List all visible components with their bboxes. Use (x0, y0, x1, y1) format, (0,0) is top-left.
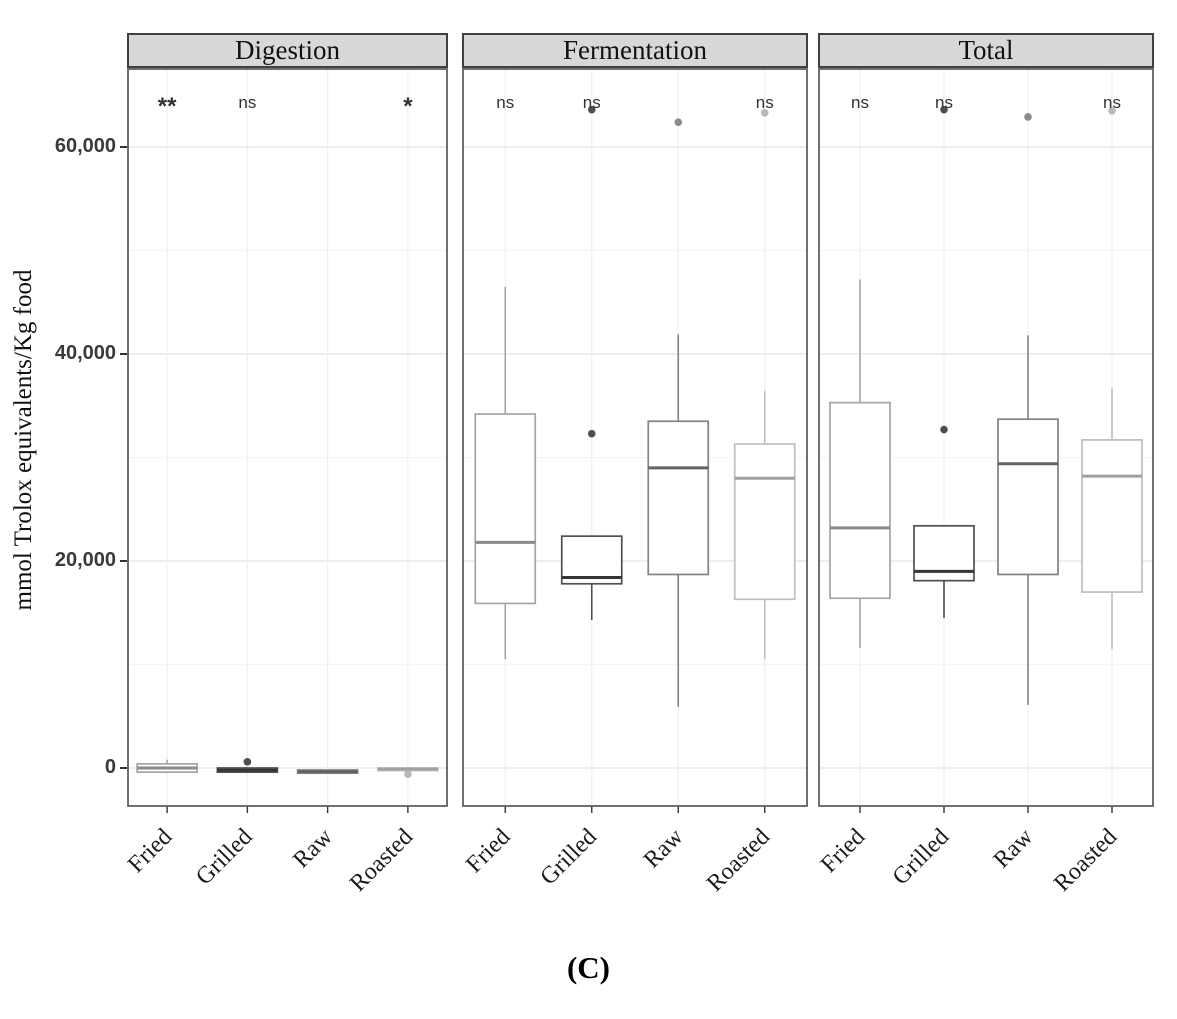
outlier-point (760, 109, 769, 117)
panel-plot-digestion: Fried ** Grilled ns Raw Roasted * (127, 68, 448, 897)
significance-label: ns (935, 93, 953, 112)
y-tick-label: 20,000 (54, 549, 116, 571)
box-rect (829, 401, 891, 600)
x-axis-label: Raw (989, 823, 1039, 873)
y-tick-mark (120, 353, 127, 355)
panel-strip-total: Total (818, 33, 1154, 68)
box-rect (560, 535, 623, 585)
significance-label: ** (158, 93, 177, 120)
significance-label: ns (756, 93, 774, 112)
box-rect (1081, 439, 1143, 593)
outlier-point (243, 757, 252, 766)
outlier-point (940, 105, 948, 114)
x-axis-label: Roasted (345, 824, 418, 897)
x-axis-label: Grilled (191, 824, 257, 890)
outlier-point (940, 425, 948, 434)
y-tick-label: 40,000 (54, 342, 116, 364)
x-axis-label: Roasted (702, 824, 775, 897)
figure-caption: (C) (566, 950, 611, 985)
outlier-point (587, 429, 596, 438)
significance-label: ns (1103, 93, 1121, 112)
box-rect (733, 443, 796, 601)
significance-label: * (403, 93, 413, 120)
x-axis-label: Grilled (888, 824, 954, 890)
box-rect (474, 413, 537, 605)
panel-background (128, 69, 447, 806)
x-axis-label: Fried (462, 824, 515, 878)
significance-label: ns (851, 93, 869, 112)
outlier-point (587, 105, 596, 114)
x-axis-label: Fried (127, 824, 177, 878)
outlier-point (404, 770, 412, 779)
significance-label: ns (238, 93, 256, 112)
x-axis-label: Roasted (1049, 824, 1122, 897)
significance-label: ns (496, 93, 514, 112)
y-tick-label: 0 (104, 756, 116, 778)
box-rect (997, 418, 1059, 576)
outlier-point (1108, 106, 1116, 115)
panel-strip-digestion: Digestion (127, 33, 448, 68)
box-rect (647, 420, 710, 576)
outlier-point (674, 118, 683, 126)
x-axis-label: Fried (818, 824, 870, 878)
panel-strip-fermentation: Fermentation (462, 33, 808, 68)
x-axis-label: Raw (288, 823, 338, 873)
y-tick-label: 60,000 (54, 135, 116, 157)
panel-border (818, 68, 1154, 807)
y-tick-mark (120, 767, 127, 769)
panel-border (127, 68, 448, 807)
x-axis-label: Raw (639, 823, 689, 873)
y-tick-mark (120, 560, 127, 562)
panel-plot-total: Fried ns Grilled ns Raw Roasted ns (818, 68, 1154, 897)
panel-border (462, 68, 808, 807)
y-tick-mark (120, 146, 127, 148)
panel-plot-fermentation: Fried ns Grilled ns Raw Roasted ns (462, 68, 808, 897)
significance-label: ns (583, 93, 601, 112)
x-axis-label: Grilled (536, 824, 602, 890)
outlier-point (1024, 113, 1032, 121)
y-axis-title: mmol Trolox equivalents/Kg food (10, 269, 37, 611)
